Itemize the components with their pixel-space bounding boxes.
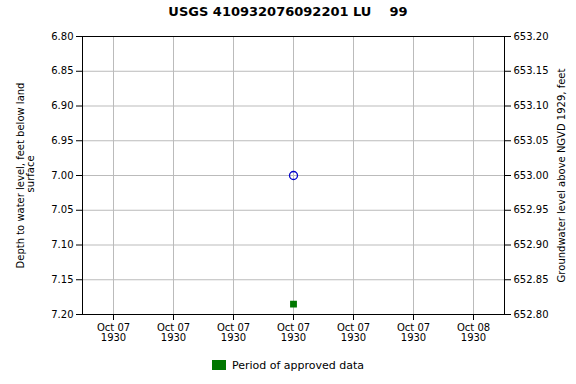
html-text:Period of approved data: Period of approved data [231,358,365,372]
svg-text:652.80: 652.80 [514,309,549,320]
svg-text:Depth to water level, feet bel: Depth to water level, feet below land su… [15,83,36,269]
svg-text:6.85: 6.85 [51,65,73,76]
svg-text:7.20: 7.20 [51,309,73,320]
html-text:USGS 410932076092201 LU 99: USGS 410932076092201 LU 99 [168,4,408,19]
svg-text:Groundwater level above NGVD 1: Groundwater level above NGVD 1929, feet [556,69,567,283]
svg-text:7.10: 7.10 [51,239,73,250]
svg-text:Oct 081930: Oct 081930 [457,322,490,343]
svg-text:Oct 071930: Oct 071930 [217,322,250,343]
svg-text:Oct 071930: Oct 071930 [277,322,310,343]
svg-text:7.15: 7.15 [51,274,73,285]
svg-text:Oct 071930: Oct 071930 [97,322,130,343]
svg-text:7.05: 7.05 [51,204,73,215]
svg-text:652.85: 652.85 [514,274,549,285]
svg-text:7.00: 7.00 [51,170,73,181]
svg-text:653.05: 653.05 [514,135,549,146]
svg-text:Oct 071930: Oct 071930 [397,322,430,343]
svg-text:6.80: 6.80 [51,31,73,42]
svg-text:652.90: 652.90 [514,239,549,250]
svg-text:653.20: 653.20 [514,31,549,42]
svg-text:653.15: 653.15 [514,65,549,76]
svg-text:Oct 071930: Oct 071930 [337,322,370,343]
svg-text:652.95: 652.95 [514,204,549,215]
svg-text:6.90: 6.90 [51,100,73,111]
svg-text:653.00: 653.00 [514,170,549,181]
svg-text:Oct 071930: Oct 071930 [157,322,190,343]
svg-text:6.95: 6.95 [51,135,73,146]
svg-text:653.10: 653.10 [514,100,549,111]
